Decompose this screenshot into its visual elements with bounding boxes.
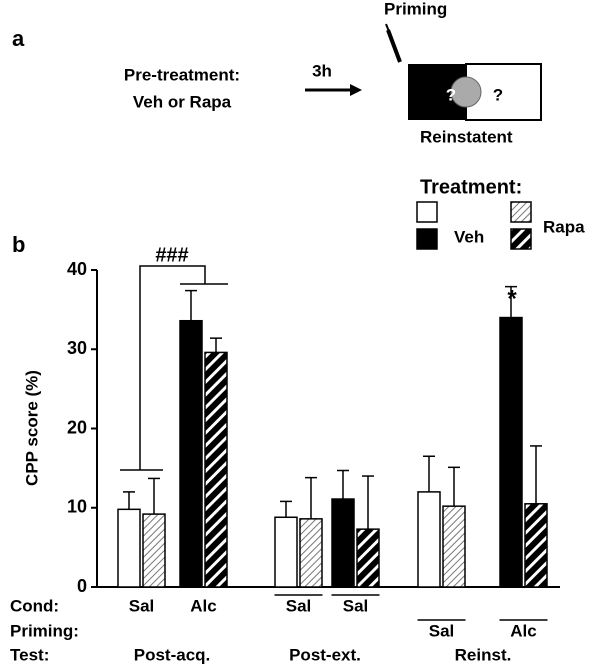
cond-label: Sal — [343, 596, 369, 615]
delay: 3h — [312, 61, 332, 80]
bar — [117, 508, 141, 588]
legend-title: Treatment: — [420, 176, 522, 198]
bar — [179, 319, 203, 588]
legend-swatch — [510, 228, 532, 250]
cond-label: Alc — [190, 596, 216, 615]
y-tick-label: 20 — [67, 417, 87, 437]
significance-label: ### — [155, 244, 188, 266]
y-tick-label: 0 — [77, 576, 87, 596]
legend-swatch — [416, 228, 438, 250]
bar — [204, 351, 228, 588]
y-axis-label: CPP score (%) — [22, 370, 41, 486]
legend-swatch — [416, 201, 438, 223]
row-label: Priming: — [10, 621, 79, 640]
bar — [417, 491, 441, 588]
test-label: Reinst. — [455, 645, 512, 664]
pretreatment: Pre-treatment: — [124, 65, 240, 84]
mouse — [450, 76, 482, 108]
significance-bracket — [120, 265, 228, 471]
y-tick-label: 30 — [67, 338, 87, 358]
cond-label: Sal — [286, 596, 312, 615]
bar — [499, 316, 523, 588]
bar — [299, 518, 323, 588]
row-label: Test: — [10, 645, 49, 664]
y-tick-label: 40 — [67, 259, 87, 279]
significance-label: * — [507, 285, 517, 312]
panel-label: b — [12, 232, 25, 257]
cond-label: Alc — [510, 621, 536, 640]
test-label: Post-ext. — [289, 645, 361, 664]
bar — [331, 498, 355, 588]
bar — [274, 516, 298, 588]
drugs: Veh or Rapa — [133, 92, 232, 111]
panel-label: a — [12, 26, 25, 51]
legend-label: Veh — [454, 227, 484, 246]
outcome-label: Reinstatent — [420, 127, 513, 146]
bar — [142, 513, 166, 588]
row-label: Cond: — [10, 596, 59, 615]
bar — [356, 528, 380, 588]
bar — [524, 503, 548, 588]
bar — [442, 505, 466, 588]
pipette — [385, 23, 402, 63]
question-mark: ? — [446, 85, 456, 104]
cond-label: Sal — [129, 596, 155, 615]
priming-label: Priming — [384, 0, 447, 18]
legend-label: Rapa — [543, 217, 585, 236]
cond-label: Sal — [429, 621, 455, 640]
question-mark: ? — [493, 85, 503, 104]
y-tick-label: 10 — [67, 497, 87, 517]
legend-swatch — [510, 201, 532, 223]
arrow — [305, 84, 362, 96]
test-label: Post-acq. — [134, 645, 211, 664]
